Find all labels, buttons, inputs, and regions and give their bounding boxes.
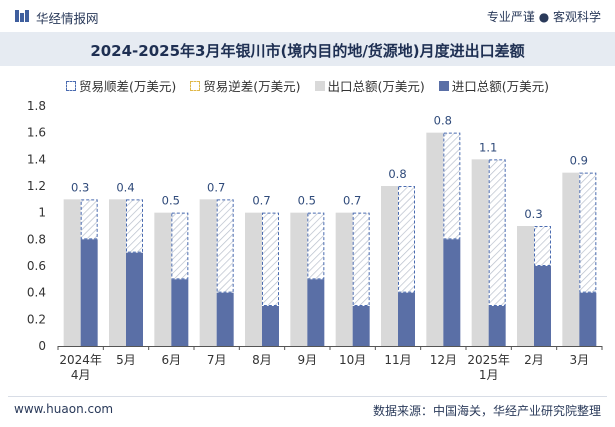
y-tick-label: 1.4 [27,152,46,166]
import-bar[interactable] [488,306,506,346]
x-tick-label: 6月 [162,353,182,367]
footer-website-link[interactable]: www.huaon.com [14,402,114,416]
x-tick-label: 2024年 [59,353,102,367]
title-band [0,32,615,66]
x-tick-label: 5月 [116,353,136,367]
surplus-bar[interactable] [579,172,597,293]
legend-item-import[interactable]: 进口总额(万美元) [438,76,550,95]
import-bar[interactable] [80,239,98,346]
footer-source: 数据来源：中国海关，华经产业研究院整理 [372,404,601,418]
site-name[interactable]: 华经情报网 [36,11,99,26]
footer-divider [8,396,607,397]
export-bar[interactable] [517,226,534,346]
x-tick-label: 2月 [524,353,544,367]
surplus-bar[interactable] [352,212,370,307]
data-label: 0.3 [71,180,89,194]
surplus-bar[interactable] [398,186,415,293]
export-bar[interactable] [426,132,444,346]
logo-icon [15,10,29,22]
data-label: 0.8 [434,114,452,128]
legend-swatch-surplus [65,80,76,91]
export-bar[interactable] [245,212,262,346]
chart-legend: 贸易顺差(万美元) 贸易逆差(万美元) 出口总额(万美元) 进口总额(万美元) [0,76,615,95]
data-label: 0.7 [207,180,225,194]
data-label: 0.4 [116,180,134,194]
export-bar[interactable] [335,212,353,346]
surplus-bar[interactable] [307,212,325,280]
import-bar[interactable] [443,239,461,346]
x-tick-label: 7月 [207,353,227,367]
y-tick-label: 0.6 [27,259,46,273]
top-bar: 华经情报网 专业严谨 ● 客观科学 [0,0,615,32]
export-bar[interactable] [381,186,398,346]
export-bar[interactable] [109,199,126,346]
y-tick-label: 0 [38,339,46,353]
export-bar[interactable] [562,172,580,346]
legend-label-import: 进口总额(万美元) [451,79,550,94]
export-bar[interactable] [290,212,308,346]
import-bar[interactable] [307,279,325,346]
data-label: 0.5 [298,194,316,208]
x-tick-label: 12月 [430,353,457,367]
y-tick-label: 1.6 [27,126,46,140]
legend-item-deficit[interactable]: 贸易逆差(万美元) [190,76,301,95]
legend-label-deficit: 贸易逆差(万美元) [203,79,301,94]
legend-label-export: 出口总额(万美元) [327,79,425,94]
legend-swatch-deficit [190,80,201,91]
export-bar[interactable] [63,199,81,346]
surplus-bar[interactable] [443,132,461,240]
chart-title: 2024-2025年3月年银川市(境内目的地/货源地)月度进出口差额 [90,42,525,60]
legend-item-surplus[interactable]: 贸易顺差(万美元) [65,76,177,95]
legend-swatch-import [438,80,449,91]
legend-label-surplus: 贸易顺差(万美元) [78,79,177,94]
data-label: 0.5 [162,194,180,208]
surplus-bar[interactable] [262,212,279,307]
y-tick-label: 0.4 [27,286,46,300]
x-tick-label: 9月 [298,353,318,367]
surplus-bar[interactable] [534,226,551,266]
import-bar[interactable] [171,279,189,346]
legend-swatch-export [314,80,325,91]
import-bar[interactable] [534,266,551,346]
x-tick-label: 11月 [384,353,411,367]
export-bar[interactable] [154,212,172,346]
y-tick-label: 0.2 [27,312,46,326]
surplus-bar[interactable] [126,199,143,253]
import-bar[interactable] [352,306,370,346]
tagline: 专业严谨 ● 客观科学 [486,10,601,24]
data-label: 0.9 [570,154,588,168]
data-label: 0.8 [388,167,406,181]
surplus-bar[interactable] [488,159,506,306]
export-bar[interactable] [199,199,217,346]
surplus-bar[interactable] [216,199,234,293]
x-tick-label: 8月 [252,353,272,367]
import-bar[interactable] [216,292,234,346]
y-tick-label: 1 [38,206,46,220]
y-tick-label: 1.2 [27,179,46,193]
legend-item-export[interactable]: 出口总额(万美元) [314,76,425,95]
y-tick-label: 0.8 [27,232,46,246]
x-tick-label: 10月 [339,353,366,367]
data-label: 0.3 [524,207,542,221]
import-bar[interactable] [126,252,143,346]
x-tick-label: 3月 [570,353,590,367]
import-bar[interactable] [398,292,415,346]
surplus-bar[interactable] [80,199,98,240]
import-bar[interactable] [262,306,279,346]
import-bar[interactable] [579,292,597,346]
data-label: 0.7 [343,194,361,208]
data-label: 0.7 [252,194,270,208]
x-tick-label: 1月 [479,368,499,382]
x-tick-label: 2025年 [467,353,510,367]
export-bar[interactable] [471,159,489,346]
surplus-bar[interactable] [171,212,189,280]
x-tick-label: 4月 [71,368,91,382]
y-tick-label: 1.8 [27,99,46,113]
data-label: 1.1 [479,140,497,154]
